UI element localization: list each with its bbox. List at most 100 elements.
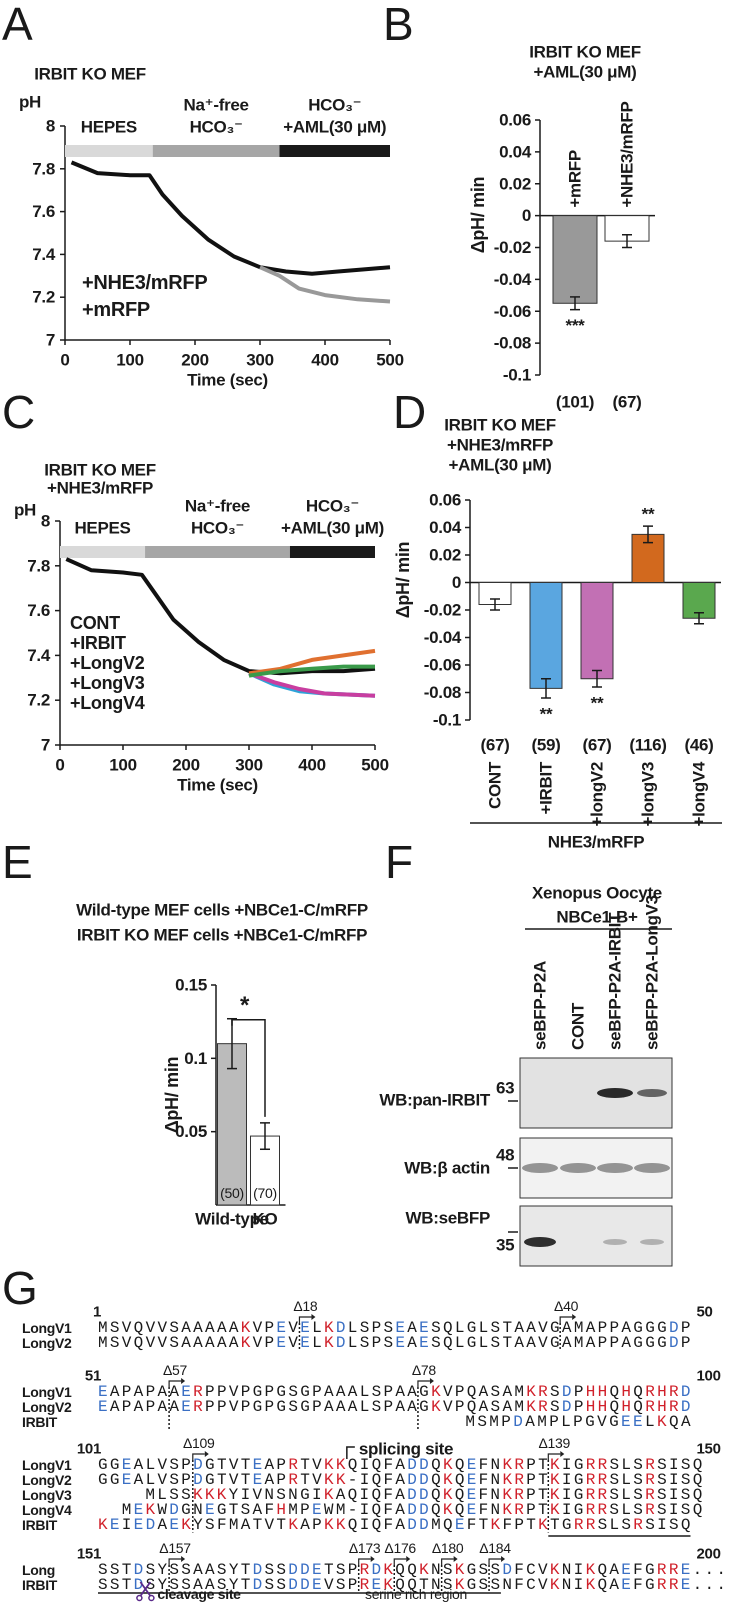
legend-label: +LongV3 xyxy=(70,673,145,693)
residue: S xyxy=(169,1334,179,1352)
residue: G xyxy=(467,1334,477,1352)
arrow-head xyxy=(429,1378,434,1384)
phase-bar xyxy=(145,546,290,558)
residue: D xyxy=(681,1398,691,1416)
residue: K xyxy=(241,1334,251,1352)
deletion-arrow xyxy=(488,1558,502,1565)
residue: L xyxy=(348,1319,358,1337)
residue: V xyxy=(252,1486,262,1504)
residue: D xyxy=(407,1516,417,1534)
residue: S xyxy=(181,1561,191,1579)
phase-label: +AML(30 μM) xyxy=(283,118,386,137)
panel-letter: B xyxy=(383,0,413,50)
residue: F xyxy=(633,1576,643,1594)
residue: D xyxy=(419,1486,429,1504)
residue: K xyxy=(586,1576,596,1594)
residue: S xyxy=(669,1516,679,1534)
residue: S xyxy=(241,1501,251,1519)
residue: G xyxy=(98,1471,108,1489)
residue: L xyxy=(157,1486,167,1504)
chart-title: IRBIT KO MEF xyxy=(44,461,156,480)
y-tick-label: 7 xyxy=(46,331,55,350)
residue: P xyxy=(312,1398,322,1416)
residue: G xyxy=(217,1501,227,1519)
residue: Q xyxy=(443,1334,453,1352)
residue: Q xyxy=(693,1501,703,1519)
deletion-arrow xyxy=(168,1558,182,1565)
residue: . xyxy=(704,1576,714,1594)
residue: H xyxy=(621,1398,631,1416)
residue: Q xyxy=(431,1486,441,1504)
residue: Q xyxy=(372,1471,382,1489)
scissors-handle xyxy=(148,1594,155,1602)
residue: H xyxy=(586,1383,596,1401)
y-tick-label: 0 xyxy=(522,206,531,225)
band xyxy=(597,1088,633,1098)
row-label: Long xyxy=(22,1562,55,1578)
residue: I xyxy=(122,1516,132,1534)
residue: A xyxy=(586,1319,596,1337)
residue: R xyxy=(538,1398,548,1416)
row-label: LongV1 xyxy=(22,1457,72,1473)
residue: E xyxy=(455,1516,465,1534)
residue: Q xyxy=(610,1383,620,1401)
residue: E xyxy=(621,1561,631,1579)
blot-row-label: WB:pan-IRBIT xyxy=(379,1091,491,1110)
residue: S xyxy=(681,1456,691,1474)
residue: Q xyxy=(669,1413,679,1431)
residue: S xyxy=(491,1383,501,1401)
residue: A xyxy=(562,1334,572,1352)
residue: S xyxy=(657,1471,667,1489)
residue: Q xyxy=(372,1456,382,1474)
residue: K xyxy=(383,1576,393,1594)
residue: Q xyxy=(372,1501,382,1519)
residue: G xyxy=(253,1383,263,1401)
error-bar xyxy=(260,1122,270,1151)
residue: E xyxy=(312,1576,322,1594)
residue: F xyxy=(514,1576,524,1594)
block-end: 50 xyxy=(697,1304,713,1321)
residue: G xyxy=(633,1334,643,1352)
residue: V xyxy=(312,1471,322,1489)
deletion-label: Δ173 xyxy=(349,1540,381,1556)
residue: E xyxy=(276,1319,286,1337)
x-tick-label: KO xyxy=(253,1210,278,1229)
residue: A xyxy=(609,1561,619,1579)
residue: A xyxy=(181,1334,191,1352)
residue: F xyxy=(383,1516,393,1534)
deletion-label: Δ184 xyxy=(479,1540,511,1556)
residue: R xyxy=(645,1501,655,1519)
residue: S xyxy=(633,1486,643,1504)
residue: H xyxy=(657,1383,667,1401)
residue: L xyxy=(621,1486,631,1504)
residue: Q xyxy=(455,1471,465,1489)
residue: G xyxy=(574,1501,584,1519)
residue: E xyxy=(205,1501,215,1519)
arrow-head xyxy=(370,1556,375,1562)
residue: S xyxy=(372,1383,382,1401)
residue: I xyxy=(562,1501,572,1519)
splicing-label: splicing site xyxy=(359,1440,453,1459)
residue: P xyxy=(598,1334,608,1352)
residue: R xyxy=(598,1501,608,1519)
residue: K xyxy=(324,1319,334,1337)
residue: D xyxy=(288,1561,298,1579)
block-start: 51 xyxy=(85,1368,101,1385)
residue: V xyxy=(538,1576,548,1594)
deletion-arrow xyxy=(547,1453,561,1460)
residue: K xyxy=(550,1576,560,1594)
residue: L xyxy=(146,1456,156,1474)
residue: T xyxy=(241,1561,251,1579)
residue: R xyxy=(598,1456,608,1474)
deletion-arrow xyxy=(417,1380,430,1387)
residue: R xyxy=(657,1576,667,1594)
residue: K xyxy=(443,1501,453,1519)
residue: T xyxy=(550,1516,560,1534)
residue: R xyxy=(514,1471,524,1489)
y-tick-label: -0.1 xyxy=(433,711,461,730)
residue: E xyxy=(181,1398,191,1416)
residue: G xyxy=(300,1486,310,1504)
residue: G xyxy=(276,1383,286,1401)
residue: S xyxy=(490,1561,500,1579)
